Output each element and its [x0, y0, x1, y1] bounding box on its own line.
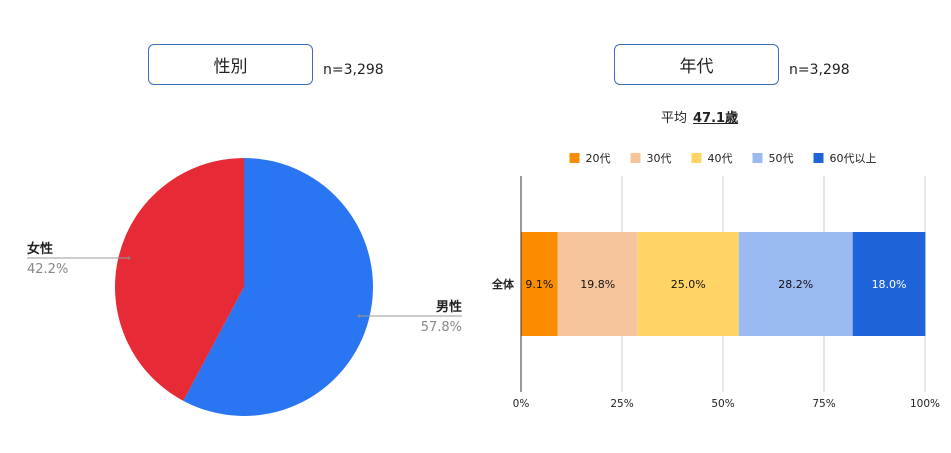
x-tick-label-0: 0%: [513, 398, 530, 410]
gender-title-box: 性別: [148, 44, 313, 85]
bar-data-label-2: 25.0%: [671, 278, 706, 291]
average-age-value: 47.1歳: [693, 111, 739, 126]
pie-label-value-1: 42.2%: [27, 262, 68, 277]
average-age: 平均 47.1歳: [661, 107, 738, 126]
bar-segment-3: [738, 232, 853, 336]
age-title: 年代: [679, 57, 714, 77]
bar-segment-0: [521, 232, 558, 336]
pie-label-value-0: 57.8%: [421, 320, 462, 335]
age-sample-size: n=3,298: [789, 62, 850, 78]
legend-swatch-1: [630, 153, 641, 163]
category-label: 全体: [491, 277, 515, 291]
x-tick-label-2: 50%: [711, 398, 734, 410]
gender-title: 性別: [213, 57, 248, 77]
bar-data-label-4: 18.0%: [872, 278, 907, 291]
legend-swatch-3: [752, 153, 763, 163]
legend-label-2: 40代: [708, 152, 733, 165]
x-tick-label-1: 25%: [610, 398, 633, 410]
pie-slice-1: [114, 158, 244, 401]
legend-label-1: 30代: [647, 152, 672, 165]
pie-label-name-1: 女性: [27, 241, 53, 257]
bar-data-label-3: 28.2%: [778, 278, 813, 291]
pie-leader-dot-0: [357, 314, 361, 318]
pie-slice-0: [183, 158, 373, 416]
gender-sample-size: n=3,298: [323, 62, 384, 78]
bar-segment-2: [637, 232, 739, 336]
bar-data-label-0: 9.1%: [525, 278, 553, 291]
gender-pie-chart: 男性 57.8% 女性 42.2%: [27, 158, 462, 416]
legend-label-0: 20代: [586, 152, 611, 165]
bar-segment-1: [557, 232, 638, 336]
average-age-label: 平均: [661, 111, 688, 126]
legend-label-4: 60代以上: [830, 152, 877, 165]
bar-segment-4: [852, 232, 926, 336]
pie-label-name-0: 男性: [436, 299, 462, 315]
legend-label-3: 50代: [769, 152, 794, 165]
pie-leader-dot-1: [127, 256, 131, 260]
bar-data-label-1: 19.8%: [580, 278, 615, 291]
age-title-box: 年代: [614, 44, 779, 85]
x-tick-label-3: 75%: [812, 398, 835, 410]
legend-swatch-2: [691, 153, 702, 163]
legend-swatch-0: [569, 153, 580, 163]
x-tick-label-4: 100%: [910, 398, 940, 410]
legend-swatch-4: [813, 153, 824, 163]
